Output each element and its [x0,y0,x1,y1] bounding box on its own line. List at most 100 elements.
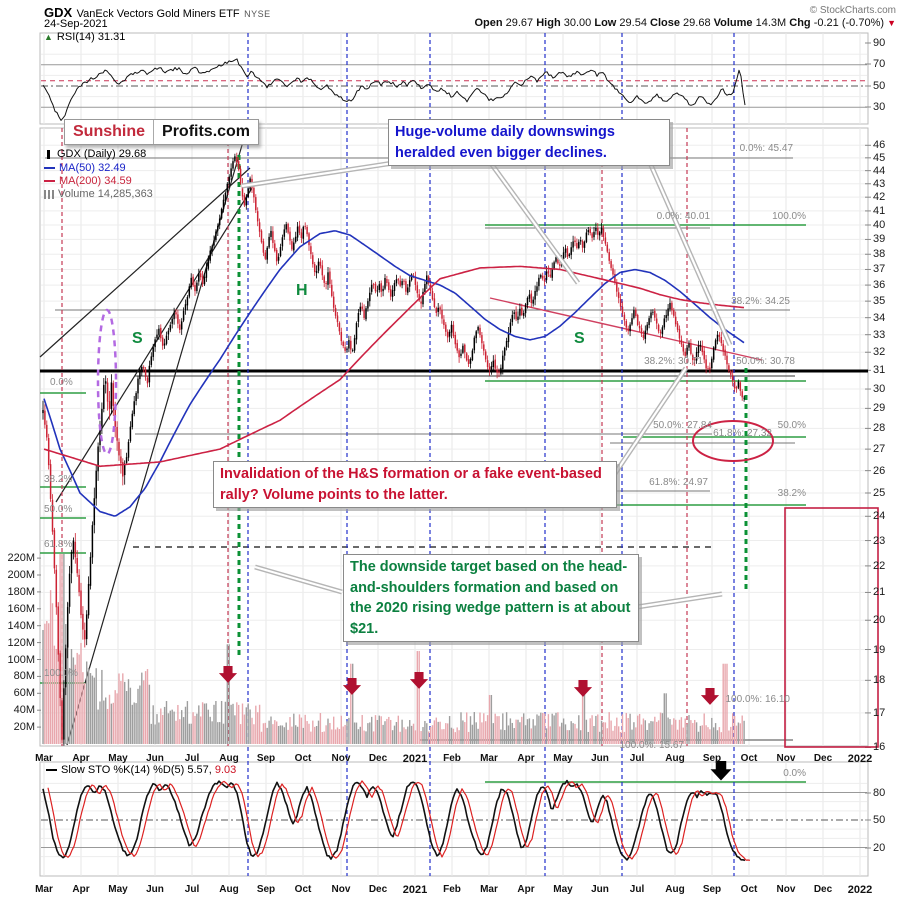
sto-k-text: Slow STO %K(14) %D(5) 5.57, [61,764,212,776]
month-axis-label: Apr [517,884,535,895]
close-value: 29.68 [683,17,711,29]
fib-level-label: 38.2%: 34.25 [731,296,790,307]
month-axis-label: Apr [517,753,535,764]
volume-axis-label: 20M [13,721,35,734]
rsi-legend: ▲ RSI(14) 31.31 [44,31,125,43]
price-axis-label: 38 [873,248,886,261]
month-axis-label: Dec [813,753,833,764]
month-axis-label: May [108,884,128,895]
logo-part1: Sunshine [65,120,155,144]
price-axis-label: 36 [873,279,886,292]
price-axis-label: 26 [873,464,886,477]
price-axis-label: 41 [873,204,886,217]
rsi-axis-label: 30 [873,101,886,113]
price-axis-label: 35 [873,295,886,308]
fib-level-label: 61.8%: 27.32 [713,428,772,439]
rsi-legend-text: RSI(14) 31.31 [56,31,126,43]
month-axis-label: Apr [72,753,90,764]
volume-axis-label: 220M [7,552,35,565]
month-axis-label: Jun [146,753,164,764]
copyright: © StockCharts.com [809,5,896,16]
volume-axis-label: 120M [7,636,35,649]
month-axis-label: Mar [35,884,53,895]
month-axis-label: Dec [813,884,833,895]
price-axis-label: 40 [873,219,886,231]
ma200-legend-text: MA(200) 34.59 [59,175,132,187]
volume-axis-label: 60M [13,687,35,700]
open-label: Open [474,17,503,29]
volume-value: 14.3M [755,17,787,29]
sto-axis-label: 80 [873,787,886,799]
month-axis-label: 2021 [402,884,428,896]
sto-legend: Slow STO %K(14) %D(5) 5.57, 9.03 [46,764,236,776]
price-axis-label: 44 [873,164,886,177]
month-axis-label: Mar [480,884,498,895]
low-value: 29.54 [619,17,647,29]
logo-part2: Profits.com [162,123,251,140]
fib-level-label: 100.0%: 15.67 [619,740,685,751]
price-axis-label: 30 [873,383,886,396]
month-axis-label: Jun [591,753,609,764]
month-axis-label: Dec [368,884,388,895]
volume-bars-icon [44,189,54,199]
month-axis-label: Apr [72,884,90,895]
candlestick-icon [44,149,53,159]
ma50-line-icon [44,167,55,170]
price-axis-label: 43 [873,177,886,190]
price-axis-label: 29 [873,402,886,415]
rsi-axis-label: 90 [873,37,886,49]
month-axis-label: Jun [591,884,609,895]
fib-level-label: 61.8% [44,539,73,550]
month-axis-label: Nov [331,753,351,764]
month-axis-label: Mar [35,753,53,764]
fib-level-label: 50.0%: 30.78 [736,356,795,367]
low-label: Low [594,17,617,29]
fib-level-label: 38.2%: 30.71 [644,356,703,367]
fib-level-label: 100.0% [44,668,78,679]
month-axis-label: Oct [740,753,758,764]
price-axis-label: 18 [873,674,886,687]
volume-legend: Volume 14,285,363 [44,188,153,200]
price-axis-label: 45 [873,151,886,164]
month-axis-label: 2022 [847,884,873,896]
indicator-icon: ▲ [44,32,53,43]
down-triangle-icon: ▼ [887,18,896,28]
fib-level-label: 0.0% [50,377,73,388]
fib-level-label: 0.0%: 45.47 [739,143,793,154]
volume-legend-text: Volume 14,285,363 [58,188,153,200]
month-axis-label: Oct [294,884,312,895]
fib-level-label: 100.0%: 16.10 [725,694,791,705]
ma50-legend: MA(50) 32.49 [44,162,126,174]
sunshine-profits-logo: Sunshine Profits.com [64,119,260,145]
price-axis-label: 42 [873,191,886,204]
month-axis-label: Sep [256,753,276,764]
price-axis-label: 17 [873,706,886,719]
month-axis-label: Jul [184,884,200,895]
month-axis-label: May [553,753,573,764]
volume-axis-label: 140M [7,619,35,632]
month-axis-label: Feb [443,884,461,895]
fib-level-label: 38.2% [777,488,806,499]
volume-axis-label: 100M [7,653,35,666]
price-axis-label: 19 [873,643,886,656]
sto-axis-label: 20 [873,842,886,854]
ticker-symbol: GDX [44,5,73,20]
sto-axis-label: 50 [873,814,886,826]
price-axis-label: 32 [873,346,886,359]
close-label: Close [650,17,680,29]
price-axis-label: 24 [873,510,886,523]
month-axis-label: Aug [665,753,685,764]
month-axis-label: Aug [219,884,239,895]
high-label: High [536,17,561,29]
rsi-axis-label: 50 [873,80,886,92]
price-axis-label: 16 [873,741,886,754]
month-axis-label: Aug [665,884,685,895]
volume-axis-label: 180M [7,585,35,598]
volume-axis-label: 40M [13,704,35,717]
ma50-legend-text: MA(50) 32.49 [59,162,126,174]
price-axis-label: 23 [873,534,886,547]
right-shoulder-label: S [574,330,585,347]
quote-line: Open 29.67 High 30.00 Low 29.54 Close 29… [474,17,896,29]
price-axis-label: 28 [873,422,886,435]
